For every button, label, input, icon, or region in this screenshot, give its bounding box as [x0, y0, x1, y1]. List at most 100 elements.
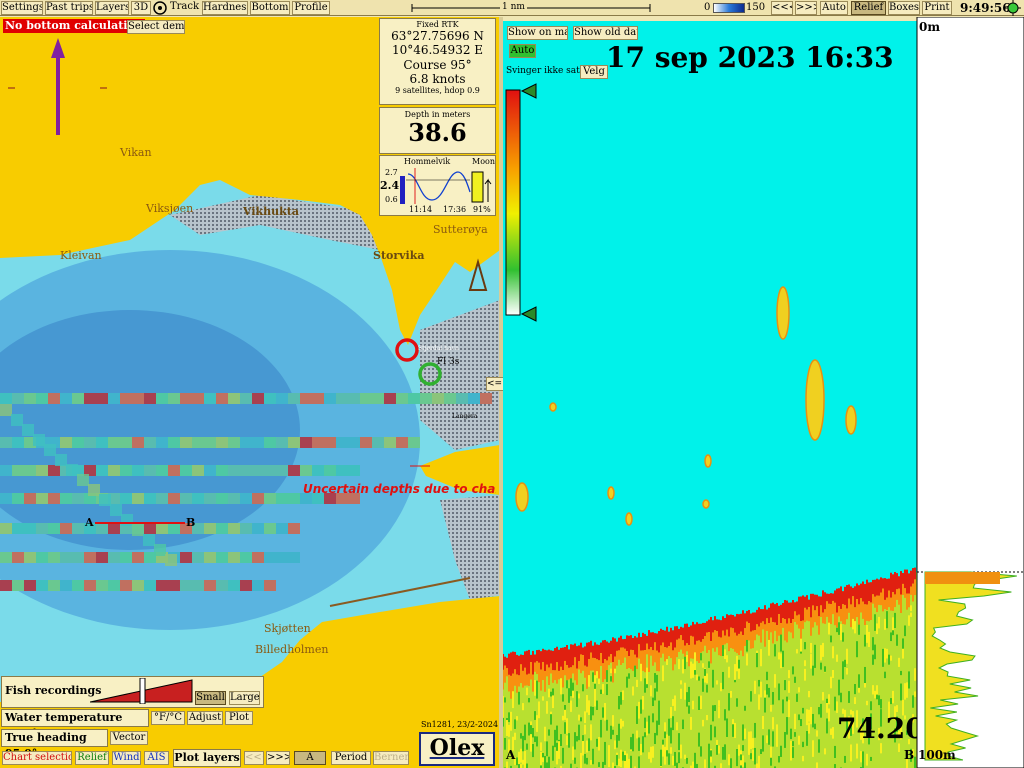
toolbar-button[interactable]: Bottom — [250, 1, 290, 15]
fish-slider[interactable] — [90, 678, 194, 704]
unit-button[interactable]: °F/°C — [151, 711, 185, 725]
track-cell — [84, 465, 96, 476]
toolbar-button[interactable]: Track — [169, 1, 200, 12]
track-cell — [24, 580, 36, 591]
track-cell — [240, 580, 252, 591]
clock: 9:49:56 — [960, 1, 1011, 15]
tide-time: 17:36 — [443, 205, 467, 214]
track-cell — [204, 580, 216, 591]
warning: Uncertain depths due to change o — [303, 482, 496, 496]
track-cell — [120, 465, 132, 476]
track-cell — [84, 552, 96, 563]
track-cell — [48, 552, 60, 563]
track-cell — [36, 393, 48, 404]
color-scale — [505, 89, 521, 316]
plot-layers: Plot layers — [173, 749, 241, 767]
show-old-data[interactable]: Show old data — [573, 26, 638, 40]
track-cell — [180, 523, 192, 534]
track-cell — [72, 523, 84, 534]
size-button[interactable]: Large — [229, 691, 260, 705]
depth-panel: Depth in meters 38.6 — [379, 107, 496, 154]
place-label: Skjøtten — [264, 622, 311, 635]
size-button[interactable]: Small — [195, 691, 226, 705]
track-cell — [108, 437, 120, 448]
track-cell — [96, 523, 108, 534]
nav-button[interactable]: Relief — [851, 1, 886, 15]
land — [0, 17, 500, 345]
toolbar-button[interactable]: Settings — [1, 1, 43, 15]
track-cell — [0, 465, 12, 476]
ais-button[interactable]: AIS — [144, 751, 169, 765]
toolbar-button[interactable]: Layers — [95, 1, 129, 15]
select-button[interactable]: Velg — [580, 65, 608, 79]
chart-selection[interactable]: Chart selection — [2, 751, 72, 765]
track-cell — [324, 437, 336, 448]
track-cell — [144, 465, 156, 476]
toolbar-button[interactable]: Profile — [292, 1, 330, 15]
timestamp: 17 sep 2023 16:33 — [606, 41, 894, 74]
sonar-end: A — [506, 748, 516, 762]
course: Course 95° — [403, 58, 472, 72]
chart-map[interactable] — [0, 17, 500, 768]
track-cell — [143, 534, 155, 546]
track-cell — [132, 437, 144, 448]
track-cell — [168, 523, 180, 534]
track-cell — [108, 580, 120, 591]
track-cell — [408, 393, 420, 404]
track-cell — [228, 465, 240, 476]
track-cell — [60, 393, 72, 404]
track-cell — [252, 465, 264, 476]
track-cell — [324, 465, 336, 476]
track-cell — [240, 437, 252, 448]
show-on-map[interactable]: Show on map — [507, 26, 568, 40]
vector-button[interactable]: Vector — [110, 731, 148, 745]
track-cell — [240, 523, 252, 534]
track-cell — [168, 493, 180, 504]
scale-bar — [411, 4, 651, 12]
track-cell — [300, 493, 312, 504]
relief-button[interactable]: Relief — [75, 751, 109, 765]
layer-button[interactable]: A — [294, 751, 326, 765]
track-cell — [108, 493, 120, 504]
fish-echo — [704, 454, 712, 468]
layer-button[interactable]: Berner — [373, 751, 409, 765]
track-cell — [156, 523, 168, 534]
place-label: Langøra — [452, 413, 478, 420]
track-cell — [312, 393, 324, 404]
layer-button[interactable]: <<< — [244, 751, 264, 765]
marker-label: B — [186, 516, 196, 529]
track-cell — [228, 523, 240, 534]
nav-button[interactable]: >>> — [795, 1, 817, 15]
nav-button[interactable]: Print — [922, 1, 952, 15]
adjust-button[interactable]: Adjust — [187, 711, 223, 725]
track-cell — [408, 437, 420, 448]
track-cell — [60, 552, 72, 563]
track-cell — [84, 493, 96, 504]
toolbar-button[interactable]: Past trips — [45, 1, 93, 15]
track-cell — [44, 444, 56, 456]
select-demo[interactable]: Select demo — [127, 20, 185, 34]
nav-button[interactable]: Boxes — [888, 1, 920, 15]
satellites: 9 satellites, hdop 0.9 — [395, 86, 480, 95]
track-cell — [60, 493, 72, 504]
layer-button[interactable]: >>> — [266, 751, 290, 765]
auto-button[interactable]: Auto — [509, 44, 536, 58]
plot-button[interactable]: Plot — [225, 711, 253, 725]
longitude: 10°46.54932 E — [391, 43, 484, 57]
track-cell — [120, 523, 132, 534]
wind-button[interactable]: Wind — [112, 751, 141, 765]
track-cell — [276, 552, 288, 563]
track-cell — [168, 393, 180, 404]
track-cell — [384, 393, 396, 404]
track-cell — [180, 552, 192, 563]
track-cell — [252, 552, 264, 563]
nav-button[interactable]: Auto — [820, 1, 848, 15]
track-cell — [360, 437, 372, 448]
toolbar-button[interactable]: 3D — [131, 1, 151, 15]
track-cell — [84, 580, 96, 591]
toolbar-button[interactable]: Hardness — [202, 1, 248, 15]
latitude: 63°27.75696 N — [391, 29, 484, 43]
nav-button[interactable]: <<< — [771, 1, 793, 15]
layer-button[interactable]: Period — [331, 751, 371, 765]
track-cell — [276, 493, 288, 504]
